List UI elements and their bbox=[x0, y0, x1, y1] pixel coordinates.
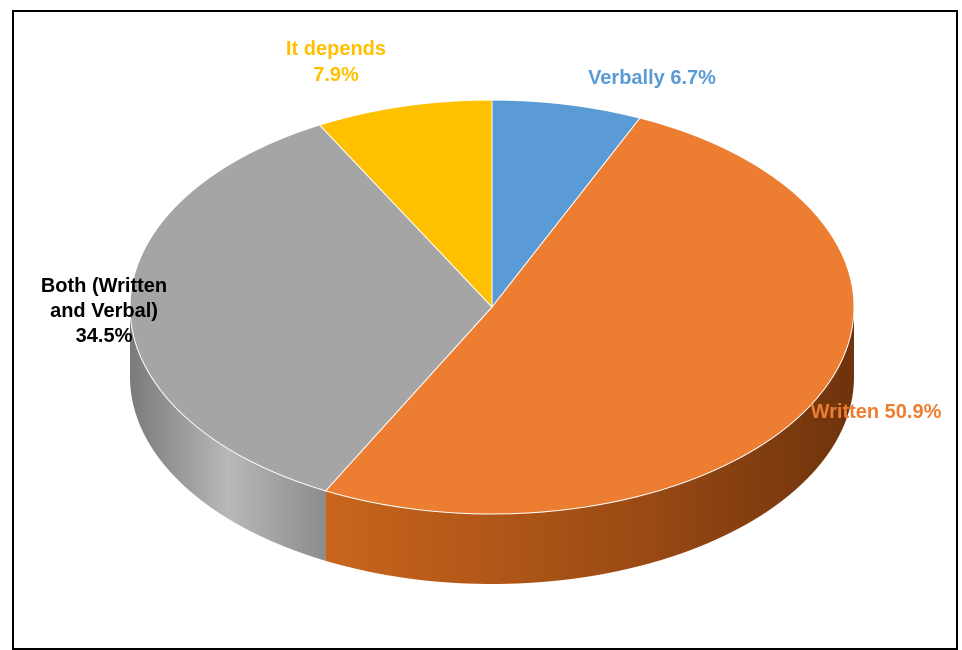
pie-top-layer bbox=[129, 99, 855, 515]
pie-slice-verbally bbox=[491, 99, 641, 309]
data-label-it-depends: It depends 7.9% bbox=[286, 38, 386, 86]
pie-side-written bbox=[325, 307, 854, 584]
data-label-written: Written 50.9% bbox=[811, 401, 942, 423]
pie-label-layer: Verbally 6.7% Written 50.9% Both (Written a… bbox=[41, 38, 942, 423]
pie-side-layer bbox=[130, 307, 854, 584]
pie-slice-written bbox=[324, 117, 855, 515]
pie-slice-it-depends bbox=[318, 99, 493, 309]
pie-side-both-written-and-verbal- bbox=[130, 307, 326, 561]
pie-chart: Verbally 6.7% Written 50.9% Both (Written a… bbox=[41, 38, 942, 584]
pie-slice-both-written-and-verbal- bbox=[129, 124, 493, 492]
data-label-verbally: Verbally 6.7% bbox=[588, 67, 716, 89]
data-label-both-written-and-verbal-: Both (Written and Verbal) 34.5% bbox=[41, 275, 167, 347]
